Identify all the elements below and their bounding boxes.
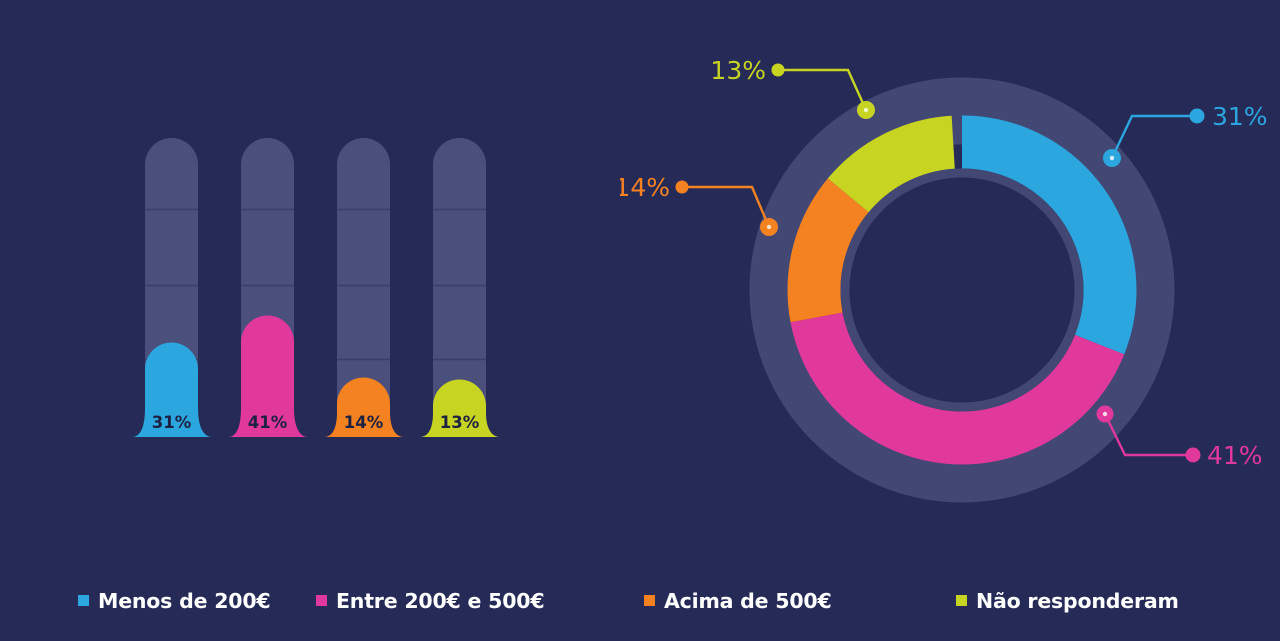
donut-chart: 13% 14% 31% bbox=[620, 0, 1280, 560]
tube-value-label: 41% bbox=[248, 413, 288, 432]
tube-bar-chart: 31% 41% 14% 13% bbox=[0, 0, 620, 560]
callout-leader-line bbox=[1103, 413, 1193, 457]
callout-value-label: 31% bbox=[1212, 102, 1268, 131]
legend-item-label: Acima de 500€ bbox=[664, 588, 832, 613]
callout-value-label: 13% bbox=[710, 56, 766, 85]
legend-item-label: Não responderam bbox=[976, 588, 1179, 613]
donut-callout-menos-de-200: 31% bbox=[1103, 102, 1268, 167]
tube-value-label: 13% bbox=[440, 413, 480, 432]
legend-item-acima-de-500[interactable]: Acima de 500€ bbox=[644, 589, 956, 613]
legend-swatch-icon bbox=[316, 595, 327, 606]
donut-callout-nao-responderam: 13% bbox=[710, 56, 875, 119]
donut-segment-menos-de-200[interactable] bbox=[787, 115, 1137, 465]
donut-callout-entre-200-500: 41% bbox=[1096, 405, 1263, 470]
tube-value-label: 31% bbox=[152, 413, 192, 432]
callout-anchor-dot-center bbox=[1102, 411, 1108, 417]
callout-label-dot bbox=[1185, 447, 1201, 463]
callout-anchor-dot-center bbox=[863, 107, 869, 113]
legend-item-label: Menos de 200€ bbox=[98, 588, 271, 613]
legend-swatch-icon bbox=[644, 595, 655, 606]
donut-segments bbox=[787, 115, 1137, 465]
donut-segment-entre-200-500[interactable] bbox=[787, 115, 1137, 465]
tube-fill-0: 31% bbox=[132, 342, 212, 437]
callout-value-label: 41% bbox=[1207, 441, 1263, 470]
callout-leader-line bbox=[1110, 114, 1197, 159]
donut-backdrop-ring bbox=[749, 77, 1175, 503]
legend-item-label: Entre 200€ e 500€ bbox=[336, 588, 545, 613]
callout-label-dot bbox=[1189, 108, 1205, 124]
callout-anchor-dot-center bbox=[766, 224, 772, 230]
callout-label-dot bbox=[771, 63, 785, 77]
callout-leader-line bbox=[682, 185, 771, 228]
callout-value-label: 14% bbox=[620, 173, 670, 202]
tube-value-label: 14% bbox=[344, 413, 384, 432]
donut-inner-hole bbox=[840, 168, 1084, 412]
legend-item-nao-responderam[interactable]: Não responderam bbox=[956, 589, 1280, 613]
legend-swatch-icon bbox=[956, 595, 967, 606]
tube-fill-2: 14% bbox=[324, 377, 404, 437]
donut-segment-acima-de-500[interactable] bbox=[787, 115, 1137, 465]
donut-callout-acima-de-500: 14% bbox=[620, 173, 778, 236]
legend-item-menos-de-200[interactable]: Menos de 200€ bbox=[0, 589, 316, 613]
chart-legend: Menos de 200€ Entre 200€ e 500€ Acima de… bbox=[0, 560, 1280, 641]
donut-chart-svg: 13% 14% 31% bbox=[620, 56, 1268, 503]
legend-swatch-icon bbox=[78, 595, 89, 606]
tube-fill-3: 13% bbox=[420, 379, 500, 437]
callout-label-dot bbox=[675, 180, 689, 194]
callout-leader-line bbox=[778, 68, 868, 111]
tube-fill-1: 41% bbox=[228, 315, 308, 437]
callout-anchor-dot-center bbox=[1109, 155, 1115, 161]
legend-item-entre-200-500[interactable]: Entre 200€ e 500€ bbox=[316, 589, 644, 613]
tube-bar-chart-svg: 31% 41% 14% 13% bbox=[132, 138, 500, 437]
